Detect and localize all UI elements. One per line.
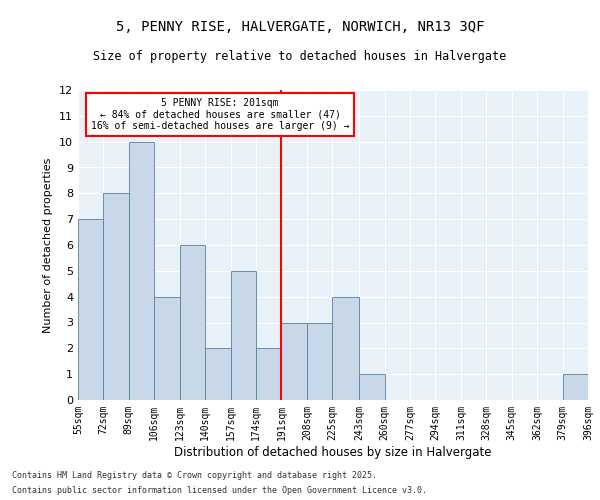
Bar — [205, 348, 230, 400]
Bar — [359, 374, 385, 400]
Bar — [563, 374, 588, 400]
X-axis label: Distribution of detached houses by size in Halvergate: Distribution of detached houses by size … — [174, 446, 492, 458]
Text: Size of property relative to detached houses in Halvergate: Size of property relative to detached ho… — [94, 50, 506, 63]
Y-axis label: Number of detached properties: Number of detached properties — [43, 158, 53, 332]
Bar — [230, 271, 256, 400]
Text: Contains HM Land Registry data © Crown copyright and database right 2025.: Contains HM Land Registry data © Crown c… — [12, 471, 377, 480]
Text: Contains public sector information licensed under the Open Government Licence v3: Contains public sector information licen… — [12, 486, 427, 495]
Bar — [256, 348, 281, 400]
Bar — [307, 322, 332, 400]
Bar — [281, 322, 307, 400]
Text: 5, PENNY RISE, HALVERGATE, NORWICH, NR13 3QF: 5, PENNY RISE, HALVERGATE, NORWICH, NR13… — [116, 20, 484, 34]
Bar — [154, 296, 180, 400]
Text: 5 PENNY RISE: 201sqm
← 84% of detached houses are smaller (47)
16% of semi-detac: 5 PENNY RISE: 201sqm ← 84% of detached h… — [91, 98, 349, 131]
Bar — [332, 296, 359, 400]
Bar — [78, 219, 103, 400]
Bar — [129, 142, 154, 400]
Bar — [180, 245, 205, 400]
Bar — [103, 194, 129, 400]
